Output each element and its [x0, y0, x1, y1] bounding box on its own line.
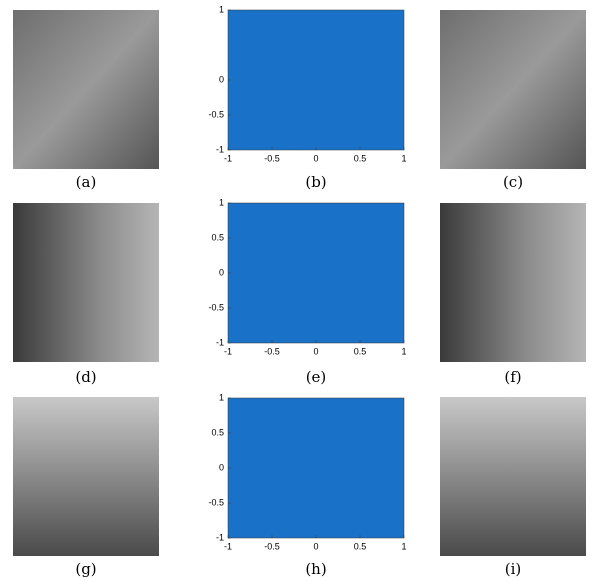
y-tick-label: 0.5 — [211, 427, 224, 437]
y-tick-label: -0.5 — [208, 109, 224, 119]
point-cloud — [228, 203, 404, 343]
x-tick-label: 0.5 — [354, 541, 367, 551]
y-tick-label: 0 — [219, 462, 224, 472]
point-cloud — [228, 10, 404, 150]
x-tick-label: 0.5 — [354, 153, 367, 163]
y-tick-label: -1 — [216, 144, 224, 154]
photo — [440, 203, 586, 362]
x-tick-label: -0.5 — [264, 346, 280, 356]
photo — [440, 10, 586, 169]
y-tick-label: 1 — [219, 4, 224, 14]
caption: (h) — [305, 560, 326, 578]
x-tick-label: 0 — [313, 153, 318, 163]
x-tick-label: -1 — [224, 541, 232, 551]
x-tick-label: -1 — [224, 346, 232, 356]
photo — [13, 203, 159, 362]
x-tick-label: 0 — [313, 541, 318, 551]
caption: (i) — [505, 560, 522, 578]
caption: (c) — [503, 173, 523, 191]
photo — [13, 397, 159, 556]
photo — [13, 10, 159, 169]
y-tick-label: 0.5 — [211, 232, 224, 242]
y-tick-label: -0.5 — [208, 497, 224, 507]
y-tick-label: 0 — [219, 74, 224, 84]
x-tick-label: 1 — [401, 153, 406, 163]
caption: (g) — [75, 560, 96, 578]
y-tick-label: -1 — [216, 337, 224, 347]
photo — [440, 397, 586, 556]
y-tick-label: -0.5 — [208, 302, 224, 312]
caption: (a) — [76, 173, 97, 191]
x-tick-label: -0.5 — [264, 153, 280, 163]
y-tick-label: 1 — [219, 197, 224, 207]
y-tick-label: 1 — [219, 392, 224, 402]
x-tick-label: 0 — [313, 346, 318, 356]
x-tick-label: 1 — [401, 541, 406, 551]
caption: (d) — [75, 368, 96, 386]
x-tick-label: -0.5 — [264, 541, 280, 551]
caption: (f) — [504, 368, 521, 386]
y-tick-label: 0 — [219, 267, 224, 277]
point-cloud — [228, 398, 404, 538]
caption: (b) — [305, 173, 326, 191]
x-tick-label: 1 — [401, 346, 406, 356]
y-tick-label: -1 — [216, 532, 224, 542]
x-tick-label: 0.5 — [354, 346, 367, 356]
caption: (e) — [306, 368, 327, 386]
x-tick-label: -1 — [224, 153, 232, 163]
